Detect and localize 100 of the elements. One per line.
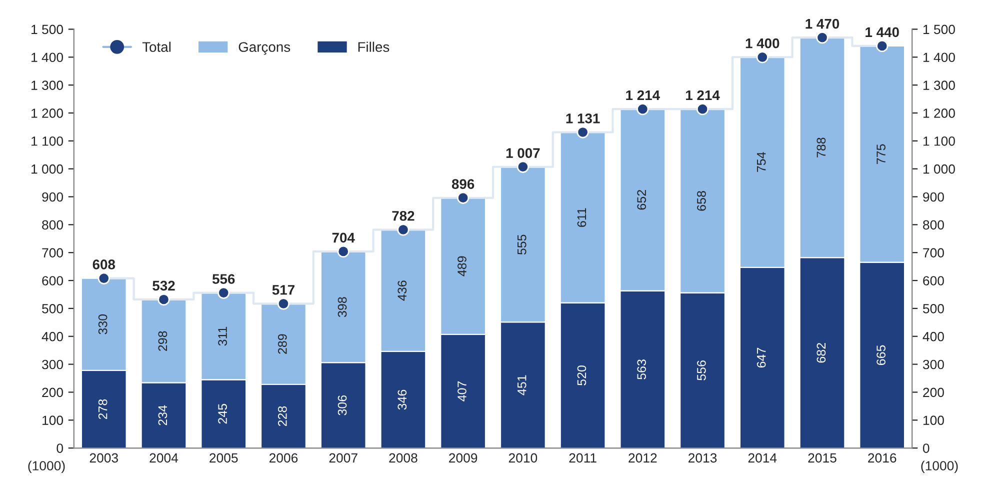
y2-tick-label: 400 bbox=[922, 332, 944, 342]
x-tick-label: 2013 bbox=[688, 453, 717, 463]
data-label: 517 bbox=[272, 285, 294, 295]
x-tick-label: 2007 bbox=[329, 453, 358, 463]
x-tick-label: 2006 bbox=[269, 453, 298, 463]
data-label: 330 bbox=[98, 314, 108, 334]
data-label: 665 bbox=[876, 345, 886, 365]
y2-tick-label: 200 bbox=[923, 388, 944, 398]
y2-tick-label: 100 bbox=[923, 416, 944, 426]
y-tick-label: 1 100 bbox=[32, 136, 64, 146]
data-label: 647 bbox=[756, 348, 766, 368]
data-label: 556 bbox=[697, 360, 706, 380]
y2-axis-title: (1000) bbox=[921, 460, 958, 474]
x-tick-label: 2003 bbox=[90, 453, 118, 463]
y-axis-title: (1000) bbox=[28, 460, 65, 474]
point bbox=[876, 40, 888, 52]
data-label: 782 bbox=[392, 210, 414, 221]
data-label: 788 bbox=[816, 138, 826, 158]
x-tick-label: 2012 bbox=[628, 453, 657, 463]
y2-tick-label: 300 bbox=[922, 360, 944, 370]
data-label: 436 bbox=[398, 280, 407, 301]
data-label: 306 bbox=[338, 395, 347, 416]
data-label: 555 bbox=[518, 234, 526, 255]
y-tick-label: 1 400 bbox=[32, 52, 64, 62]
y-tick-label: 700 bbox=[42, 248, 64, 258]
y2-tick-label: 1 100 bbox=[923, 136, 955, 146]
y-tick-label: 300 bbox=[42, 360, 64, 370]
y-tick-label: 100 bbox=[42, 416, 64, 426]
data-label: 346 bbox=[398, 390, 407, 410]
data-label: 1 131 bbox=[566, 114, 600, 124]
data-label: 563 bbox=[637, 360, 646, 380]
y-tick-label: 800 bbox=[42, 220, 64, 230]
point bbox=[456, 192, 470, 204]
data-label: 608 bbox=[92, 260, 116, 270]
y2-tick-label: 0 bbox=[922, 444, 930, 453]
data-label: 1 470 bbox=[806, 18, 840, 29]
point bbox=[277, 298, 290, 310]
y-tick-label: 900 bbox=[42, 192, 64, 202]
point bbox=[576, 126, 589, 138]
data-label: 556 bbox=[212, 274, 235, 284]
data-label: 611 bbox=[577, 208, 586, 227]
data-label: 658 bbox=[697, 191, 706, 211]
data-label: 234 bbox=[158, 405, 168, 426]
point bbox=[397, 224, 410, 236]
x-tick-label: 2016 bbox=[868, 453, 896, 463]
y-tick-label: 0 bbox=[56, 444, 64, 453]
y2-tick-label: 900 bbox=[923, 192, 944, 202]
y-tick-label: 1 200 bbox=[32, 108, 64, 118]
data-label: 489 bbox=[458, 256, 466, 276]
data-label: 532 bbox=[152, 280, 175, 291]
y2-tick-label: 500 bbox=[922, 304, 944, 314]
data-label: 682 bbox=[816, 343, 826, 363]
y-tick-label: 600 bbox=[42, 276, 64, 286]
y2-tick-label: 600 bbox=[923, 276, 944, 286]
legend-label: Garçons bbox=[238, 42, 290, 55]
data-label: 520 bbox=[577, 366, 586, 386]
x-tick-label: 2009 bbox=[449, 453, 478, 463]
y-tick-label: 400 bbox=[42, 332, 64, 342]
data-label: 652 bbox=[637, 190, 646, 210]
data-label: 754 bbox=[757, 152, 766, 172]
data-label: 289 bbox=[278, 334, 287, 354]
x-tick-label: 2014 bbox=[748, 453, 777, 463]
point bbox=[337, 245, 350, 258]
data-label: 407 bbox=[458, 381, 466, 402]
point bbox=[816, 32, 828, 44]
data-label: 298 bbox=[158, 331, 168, 351]
point bbox=[756, 51, 768, 64]
y-tick-label: 500 bbox=[42, 304, 64, 314]
data-label: 1 007 bbox=[506, 148, 540, 158]
data-label: 278 bbox=[98, 399, 108, 420]
point bbox=[636, 103, 649, 116]
data-label: 896 bbox=[452, 179, 474, 189]
y2-tick-label: 1 200 bbox=[923, 108, 955, 118]
y-tick-label: 1 000 bbox=[32, 164, 64, 174]
legend-label: Total bbox=[142, 42, 171, 52]
x-tick-label: 2010 bbox=[508, 453, 538, 463]
legend-label: Filles bbox=[358, 42, 390, 52]
data-label: 311 bbox=[218, 326, 227, 346]
point bbox=[158, 293, 170, 306]
y2-tick-label: 800 bbox=[923, 220, 944, 230]
point bbox=[696, 103, 709, 116]
point bbox=[98, 272, 110, 284]
y-tick-label: 1 300 bbox=[32, 80, 64, 90]
x-tick-label: 2015 bbox=[808, 453, 836, 463]
x-tick-label: 2005 bbox=[210, 453, 238, 463]
x-tick-label: 2011 bbox=[569, 453, 596, 463]
data-label: 704 bbox=[332, 232, 355, 243]
data-label: 245 bbox=[218, 404, 227, 424]
data-label: 775 bbox=[876, 144, 886, 164]
y-tick-label: 1 500 bbox=[32, 24, 64, 34]
data-label: 228 bbox=[278, 406, 287, 426]
data-label: 1 400 bbox=[746, 38, 780, 48]
y2-tick-label: 1 000 bbox=[923, 164, 955, 174]
point bbox=[516, 160, 530, 173]
y2-tick-label: 1 300 bbox=[923, 80, 955, 90]
y2-tick-label: 1 500 bbox=[923, 24, 955, 34]
y2-tick-label: 700 bbox=[923, 248, 944, 258]
point bbox=[218, 286, 230, 299]
x-tick-label: 2008 bbox=[389, 453, 418, 463]
x-tick-label: 2004 bbox=[150, 453, 178, 463]
